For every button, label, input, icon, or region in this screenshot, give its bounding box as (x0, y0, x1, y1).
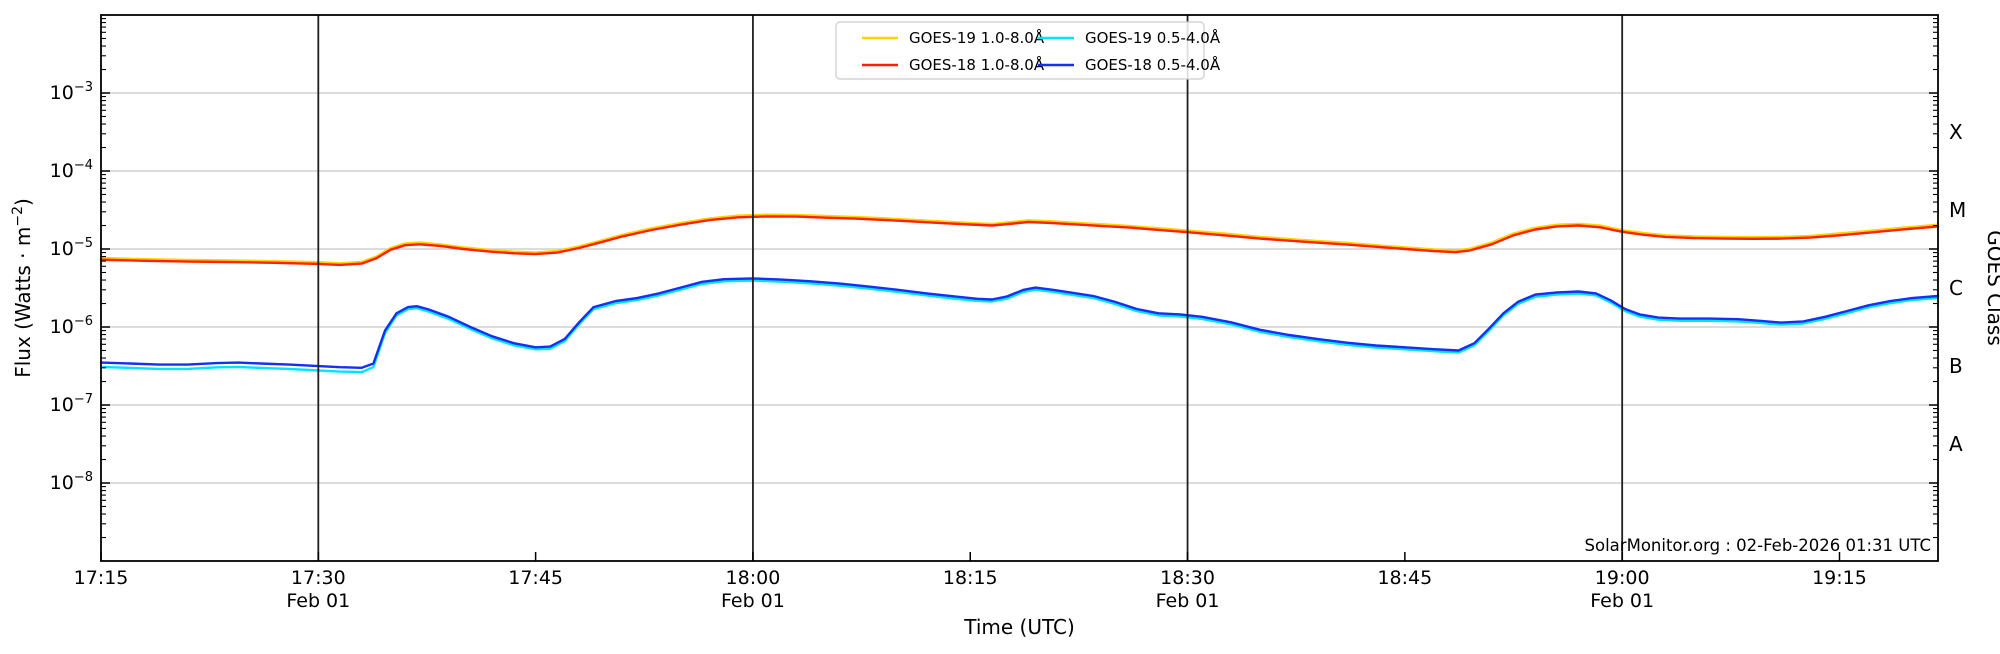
y-tick-label: 10−4 (50, 158, 93, 182)
plot-border (100, 14, 1939, 562)
legend-label: GOES-18 1.0-8.0Å (909, 55, 1045, 74)
x-tick-label: 17:15 (74, 567, 129, 589)
y-tick-label: 10−7 (50, 392, 93, 416)
x-tick-label: 18:15 (943, 567, 998, 589)
x-tick-label: 19:00 (1595, 567, 1650, 589)
legend-label: GOES-19 0.5-4.0Å (1085, 28, 1221, 47)
goes-class-letter: B (1949, 354, 1963, 378)
legend-label: GOES-18 0.5-4.0Å (1085, 55, 1221, 74)
x-tick-date-label: Feb 01 (1156, 590, 1220, 612)
legend-label: GOES-19 1.0-8.0Å (909, 28, 1045, 47)
x-tick-label: 17:45 (508, 567, 563, 589)
y-tick-label: 10−8 (50, 470, 93, 494)
series-goes-18-1-0-8-0- (99, 215, 1940, 267)
x-tick-label: 17:30 (291, 567, 346, 589)
x-tick-label: 18:00 (726, 567, 781, 589)
goes-class-letter: A (1949, 432, 1963, 456)
x-tick-date-label: Feb 01 (721, 590, 785, 612)
legend-box (835, 21, 1205, 80)
x-axis-title: Time (UTC) (963, 615, 1075, 639)
x-tick-label: 18:30 (1160, 567, 1215, 589)
goes-class-letter: M (1949, 198, 1966, 222)
goes-class-letter: C (1949, 276, 1963, 300)
x-tick-label: 19:15 (1812, 567, 1867, 589)
series-goes-19-1-0-8-0- (99, 213, 1940, 265)
y-axis-title: Flux (Watts · m−2) (10, 198, 35, 378)
x-tick-date-label: Feb 01 (286, 590, 350, 612)
x-tick-date-label: Feb 01 (1590, 590, 1654, 612)
x-tick-label: 18:45 (1377, 567, 1432, 589)
source-annotation: SolarMonitor.org : 02-Feb-2026 01:31 UTC (1585, 536, 1931, 555)
goes-class-letter: X (1949, 120, 1963, 144)
y-tick-label: 10−3 (50, 80, 93, 104)
right-axis-title: GOES Class (1983, 230, 2000, 346)
y-tick-label: 10−5 (50, 236, 93, 260)
y-tick-label: 10−6 (50, 314, 93, 338)
